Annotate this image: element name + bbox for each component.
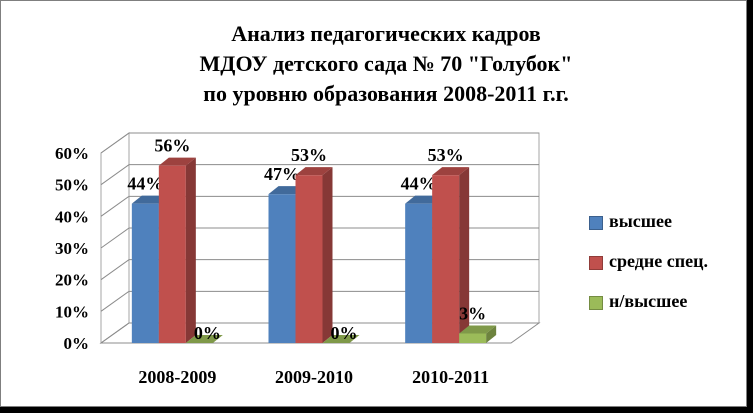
legend-label: средне спец. [609,251,708,271]
gridline [100,195,539,217]
data-label: 44% [127,174,163,194]
y-tick-label: 0% [64,334,90,353]
bar-front [459,333,487,343]
bar-front [295,175,323,343]
y-tick-label: 30% [55,239,89,258]
bar-top [158,157,196,166]
bar-side [185,157,196,343]
gridline [100,164,539,186]
y-tick-label: 10% [55,302,89,321]
gridline [100,227,539,249]
chart-title-line-3: по уровню образования 2008-2011 г.г. [203,81,569,106]
bar-front [405,203,433,343]
chart-plot: 0% 10% 20% 30% 40% 50% 60% 44% 56% 0% 2008-2009 47%… [55,132,541,387]
bar-side [459,167,470,343]
data-label: 0% [331,323,358,343]
legend-label: высшее [609,211,672,231]
x-tick-label: 2008-2009 [138,367,216,387]
data-label: 3% [459,304,486,324]
bar-side [322,167,333,343]
legend-swatch [589,256,603,270]
gridline [100,259,539,281]
bar-top [322,335,360,343]
bar-front [432,175,460,343]
chart-frame: 0% 10% 20% 30% 40% 50% 60% 44% 56% 0% 2008-2009 47%… [0,0,747,407]
y-tick-label: 60% [55,144,89,163]
bar-top [295,167,333,176]
data-label: 44% [401,174,437,194]
bar-top [459,325,497,334]
bar-front [268,194,296,343]
x-tick-label: 2009-2010 [275,367,353,387]
legend-swatch [589,296,603,310]
bar-front [158,165,186,343]
bar-top [432,167,470,176]
gridline [100,132,539,154]
bar-side [486,325,497,343]
y-tick-label: 50% [55,176,89,195]
gridline [100,322,539,344]
bar-front [131,203,159,343]
data-label: 53% [291,145,327,165]
chart-title: Анализ педагогических кадров МДОУ детско… [151,19,621,109]
y-tick-label: 20% [55,271,89,290]
y-tick-label: 40% [55,207,89,226]
x-tick-label: 2010-2011 [412,367,489,387]
data-label: 47% [264,164,300,184]
chart-title-line-2: МДОУ детского сада № 70 "Голубок" [199,51,573,76]
data-label: 56% [154,136,190,156]
legend-swatch [589,216,603,230]
data-label: 0% [194,323,221,343]
chart-title-line-1: Анализ педагогических кадров [231,21,541,46]
data-label: 53% [428,145,464,165]
legend-label: н/высшее [609,291,688,311]
bar-top [185,335,223,343]
gridline [100,290,539,312]
